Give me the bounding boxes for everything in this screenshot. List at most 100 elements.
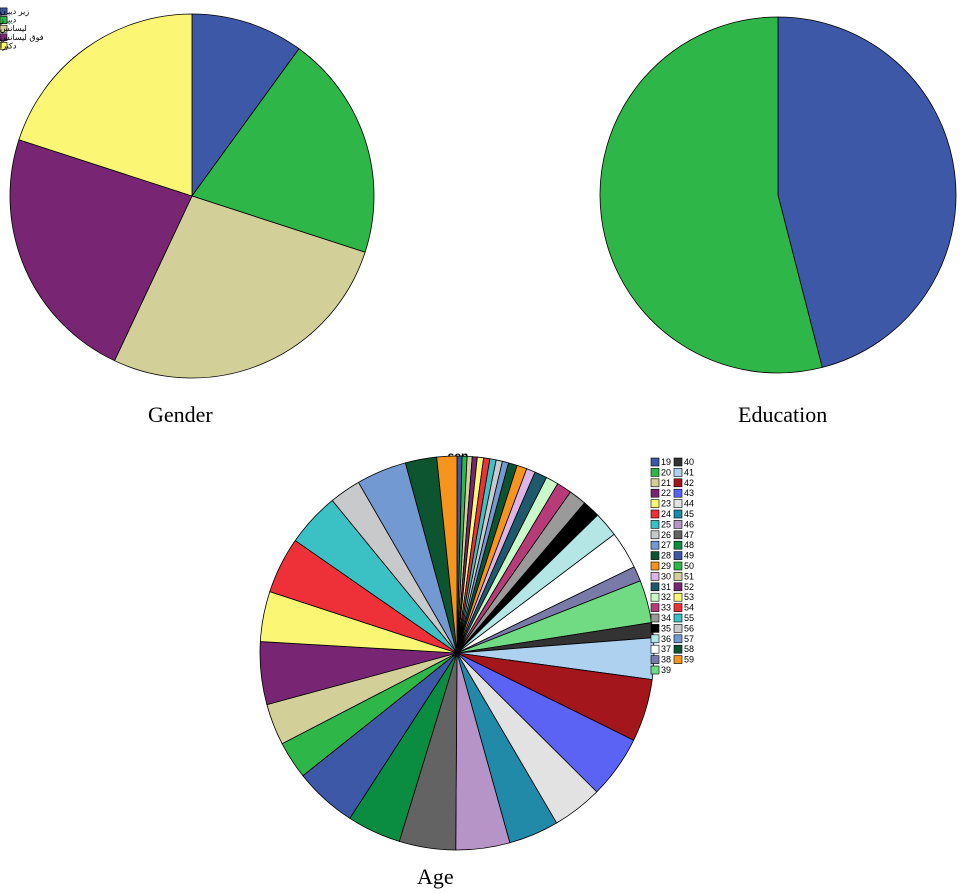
gender-legend-swatch-2	[0, 24, 8, 33]
age-legend-swatch-23	[673, 478, 683, 488]
age-legend-swatch-7	[650, 530, 660, 540]
age-legend-label-40: 59	[684, 655, 694, 665]
gender-slice-0	[191, 13, 300, 198]
gender-legend-label-2: لیسانس	[0, 24, 27, 33]
age-legend-label-27: 46	[684, 519, 694, 529]
age-legend: 1920212223242526272829303132333435363738…	[650, 457, 694, 675]
age-legend-label-37: 56	[684, 623, 694, 633]
age-legend-swatch-5	[650, 509, 660, 519]
gender-legend-label-3: فوق لیسانس	[0, 33, 44, 42]
age-legend-swatch-3	[650, 488, 660, 498]
age-legend-swatch-26	[673, 509, 683, 519]
age-legend-label-14: 33	[661, 603, 671, 613]
age-legend-label-21: 40	[684, 457, 694, 467]
age-legend-label-6: 25	[661, 519, 671, 529]
age-legend-swatch-37	[673, 624, 683, 633]
age-legend-label-12: 31	[661, 582, 671, 592]
age-legend-swatch-32	[673, 572, 683, 581]
age-legend-swatch-28	[673, 530, 683, 540]
age-legend-label-28: 47	[684, 530, 694, 540]
age-legend-label-33: 52	[684, 582, 694, 592]
age-legend-swatch-8	[650, 540, 660, 550]
age-legend-label-23: 42	[684, 478, 694, 488]
gender-legend-label-0: زیر دیپلم	[0, 7, 29, 16]
age-legend-label-1: 20	[661, 467, 671, 477]
age-legend-label-22: 41	[684, 467, 694, 477]
age-legend-label-38: 57	[684, 634, 694, 644]
education-pie-chart	[599, 16, 957, 374]
age-legend-swatch-19	[650, 655, 660, 664]
gender-legend-label-1: دیپلم	[0, 16, 17, 25]
age-legend-label-2: 21	[661, 478, 671, 488]
education-legend-swatch-1	[0, 16, 8, 24]
age-legend-swatch-6	[650, 520, 660, 529]
age-legend-label-4: 23	[661, 499, 671, 509]
age-legend-label-16: 35	[661, 623, 671, 633]
age-legend-label-15: 34	[661, 613, 671, 623]
gender-slice-1	[191, 48, 375, 253]
age-legend-label-19: 38	[661, 655, 671, 665]
age-legend-label-31: 50	[684, 561, 694, 571]
gender-caption: Gender	[148, 402, 213, 427]
age-legend-swatch-29	[673, 540, 683, 550]
age-legend-swatch-17	[650, 634, 660, 644]
age-legend-swatch-4	[650, 499, 660, 508]
age-legend-label-11: 30	[661, 571, 671, 581]
age-legend-swatch-12	[650, 582, 660, 592]
age-legend-label-10: 29	[661, 561, 671, 571]
age-legend-swatch-30	[673, 551, 683, 560]
age-legend-swatch-40	[673, 655, 683, 664]
age-legend-label-34: 53	[684, 592, 694, 602]
education-legend-label-0: ن	[0, 7, 6, 16]
age-legend-swatch-36	[673, 613, 683, 623]
age-legend-swatch-39	[673, 644, 683, 654]
age-pie-chart	[259, 455, 655, 851]
age-legend-label-26: 45	[684, 509, 694, 519]
age-legend-label-0: 19	[661, 457, 671, 467]
gender-pie-chart	[9, 13, 375, 379]
gender-legend-swatch-4	[0, 42, 8, 50]
gender-slice-4	[18, 13, 193, 197]
age-legend-label-25: 44	[684, 499, 694, 509]
age-legend-label-17: 36	[661, 634, 671, 644]
education-slice-0	[777, 16, 957, 368]
age-caption: Age	[417, 864, 454, 889]
age-legend-swatch-20	[650, 665, 660, 675]
age-legend-label-9: 28	[661, 551, 671, 561]
gender-slice-2	[113, 195, 366, 379]
age-legend-label-7: 26	[661, 530, 671, 540]
age-legend-label-36: 55	[684, 613, 694, 623]
age-legend-swatch-34	[673, 592, 683, 602]
age-legend-swatch-18	[650, 644, 660, 654]
age-legend-swatch-38	[673, 634, 683, 644]
age-legend-swatch-16	[650, 624, 660, 633]
age-legend-swatch-13	[650, 592, 660, 602]
education-legend-label-1: ز	[0, 16, 4, 25]
age-legend-swatch-25	[673, 499, 683, 508]
age-legend-swatch-0	[650, 457, 660, 467]
age-legend-label-18: 37	[661, 644, 671, 654]
education-caption: Education	[738, 402, 828, 427]
age-legend-label-30: 49	[684, 551, 694, 561]
age-legend-swatch-27	[673, 520, 683, 529]
gender-slice-3	[9, 139, 193, 362]
education-slice-1	[599, 16, 823, 374]
age-legend-label-3: 22	[661, 488, 671, 498]
age-legend-label-20: 39	[661, 665, 671, 675]
age-legend-label-13: 32	[661, 592, 671, 602]
age-legend-swatch-14	[650, 603, 660, 612]
gender-legend-swatch-3	[0, 33, 8, 42]
age-legend-swatch-2	[650, 478, 660, 488]
age-legend-swatch-10	[650, 561, 660, 571]
age-legend-swatch-24	[673, 488, 683, 498]
age-legend-swatch-15	[650, 613, 660, 623]
age-legend-swatch-21	[673, 457, 683, 467]
age-legend-swatch-1	[650, 468, 660, 477]
age-legend-label-8: 27	[661, 540, 671, 550]
age-legend-swatch-35	[673, 603, 683, 612]
age-legend-swatch-31	[673, 561, 683, 571]
age-legend-label-5: 24	[661, 509, 671, 519]
age-slice-40	[436, 455, 458, 654]
age-legend-label-29: 48	[684, 540, 694, 550]
age-legend-swatch-22	[673, 468, 683, 477]
